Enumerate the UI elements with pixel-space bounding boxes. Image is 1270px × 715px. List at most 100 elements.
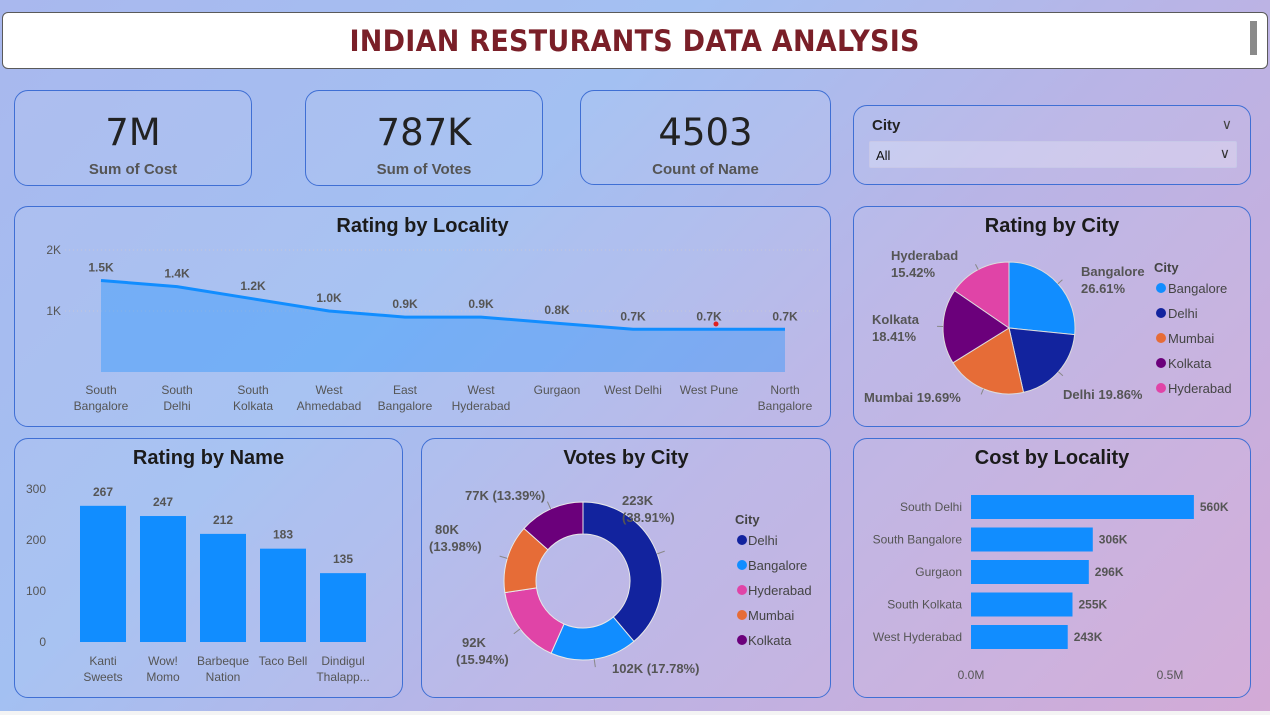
scrollbar-handle[interactable] (1250, 21, 1257, 55)
legend-marker (737, 585, 747, 595)
legend-item: Mumbai (748, 608, 794, 623)
rating-by-name-chart[interactable]: 0 100 200 300 267 Kanti Sweets 247 Wow! Momo 212 Ba… (15, 439, 402, 697)
bar (971, 592, 1073, 617)
kpi-card-cost[interactable]: 7M Sum of Cost (14, 90, 252, 186)
slice-name: Bangalore (1081, 264, 1145, 279)
legend-marker (1156, 333, 1166, 343)
y-category-label: South Kolkata (887, 598, 962, 612)
legend-item: Mumbai (1168, 331, 1214, 346)
legend-marker (737, 635, 747, 645)
data-label: 0.7K (696, 309, 722, 323)
bar (140, 516, 186, 642)
kpi-count-value: 4503 (658, 111, 753, 154)
x-tick-label: South (85, 383, 116, 397)
x-tick-label: 0.5M (1157, 668, 1184, 682)
data-label: 0.8K (544, 303, 570, 317)
y-category-label: West Hyderabad (873, 630, 962, 644)
legend-title: City (1154, 260, 1179, 275)
x-tick-label: 0.0M (958, 668, 985, 682)
slice-label: Delhi 19.86% (1063, 387, 1143, 402)
data-label: 0.9K (392, 297, 418, 311)
slicer-label: City (872, 117, 901, 134)
kpi-count-label: Count of Name (652, 161, 759, 178)
bar (80, 505, 126, 642)
city-dropdown-value: All (876, 148, 891, 163)
rating-by-city-chart[interactable]: Bangalore 26.61% Delhi 19.86% Mumbai 19.69%… (854, 207, 1250, 426)
y-category-label: Gurgaon (915, 565, 962, 579)
kpi-votes-value: 787K (376, 111, 472, 154)
legend-item: Bangalore (748, 558, 807, 573)
city-dropdown[interactable]: All ∨ (869, 141, 1237, 168)
bar (200, 533, 246, 642)
rating-by-city-title: Rating by City (984, 215, 1120, 237)
votes-by-city-chart[interactable]: 223K (38.91%) 102K (17.78%) 92K (15.94%) 80K (… (422, 439, 830, 697)
legend-marker (737, 535, 747, 545)
pie-slice-mumbai (952, 327, 1025, 395)
legend-item: Delhi (1168, 306, 1198, 321)
y-category-label: South Bangalore (873, 533, 963, 547)
kpi-card-votes[interactable]: 787K Sum of Votes (305, 90, 543, 186)
slice-label: 223K (622, 493, 654, 508)
chevron-down-icon[interactable]: ∨ (1221, 116, 1232, 132)
cost-by-locality-chart[interactable]: South Delhi 560K South Bangalore 306K Gurgao… (854, 439, 1250, 697)
data-label: 135 (333, 552, 353, 566)
data-label: 212 (213, 513, 233, 527)
legend-item: Hyderabad (748, 583, 812, 598)
bar (971, 625, 1068, 649)
legend-item: Hyderabad (1168, 381, 1232, 396)
x-tick-label: Bangalore (758, 399, 813, 413)
chevron-down-icon[interactable]: ∨ (1219, 145, 1230, 161)
slice-label: Mumbai 19.69% (864, 390, 961, 405)
legend-title: City (735, 512, 760, 527)
y-tick-label: 200 (26, 533, 46, 547)
rating-by-city-card[interactable]: Rating by City Bangalore 26.61% Delhi 19.8… (853, 206, 1251, 427)
legend-item: Bangalore (1168, 281, 1227, 296)
slice-label: (38.91%) (622, 510, 675, 525)
rating-by-name-card[interactable]: Rating by Name 0 100 200 300 267 Kanti Sweets 2… (14, 438, 403, 698)
y-category-label: South Delhi (900, 500, 962, 514)
x-tick-label: Sweets (83, 670, 122, 684)
rating-by-locality-card[interactable]: Rating by Locality 1K 2K 1.5K South Bangalor… (14, 206, 831, 427)
dashboard-title: INDIAN RESTURANTS DATA ANALYSIS (349, 23, 921, 58)
x-tick-label: North (770, 383, 799, 397)
votes-by-city-card[interactable]: Votes by City 223K (38.91%) 102K (17.78%) 9… (421, 438, 831, 698)
x-tick-label: Momo (146, 670, 180, 684)
x-tick-label: East (393, 383, 418, 397)
x-tick-label: Nation (206, 670, 241, 684)
kpi-votes-label: Sum of Votes (376, 161, 472, 178)
slice-label: 102K (17.78%) (612, 661, 699, 676)
rating-by-locality-title: Rating by Locality (336, 215, 509, 237)
votes-by-city-title: Votes by City (563, 447, 689, 469)
slice-label: (15.94%) (456, 652, 509, 667)
cost-by-locality-title: Cost by Locality (974, 447, 1130, 469)
bar (320, 573, 366, 642)
legend-marker (1156, 358, 1166, 368)
x-tick-label: Kanti (89, 654, 116, 668)
city-slicer[interactable]: City ∨ All ∨ (853, 105, 1251, 185)
leader-line (499, 555, 508, 559)
donut-slice-kolkata (523, 501, 584, 551)
x-tick-label: Bangalore (74, 399, 129, 413)
anomaly-marker (713, 321, 719, 327)
leader-line (1057, 279, 1063, 285)
slice-label: 77K (13.39%) (465, 488, 545, 503)
bar (971, 560, 1089, 584)
data-label: 1.5K (88, 261, 114, 275)
slice-label: 80K (435, 522, 459, 537)
kpi-cost-label: Sum of Cost (88, 161, 178, 178)
y-tick-label: 1K (46, 304, 61, 318)
x-tick-label: West (467, 383, 495, 397)
cost-by-locality-card[interactable]: Cost by Locality South Delhi 560K South Ba… (853, 438, 1251, 698)
legend-marker (737, 610, 747, 620)
y-tick-label: 2K (46, 243, 61, 257)
x-tick-label: Taco Bell (259, 654, 308, 668)
rating-by-locality-chart[interactable]: 1K 2K 1.5K South Bangalore 1.4K South Delhi 1.2K… (15, 207, 830, 426)
page-bottom-strip (0, 711, 1270, 715)
data-label: 243K (1074, 630, 1103, 644)
x-tick-label: Bangalore (378, 399, 433, 413)
x-tick-label: Dindigul (321, 654, 364, 668)
data-label: 560K (1200, 500, 1229, 514)
legend-marker (1156, 283, 1166, 293)
x-tick-label: West (315, 383, 343, 397)
kpi-card-count[interactable]: 4503 Count of Name (580, 90, 831, 185)
